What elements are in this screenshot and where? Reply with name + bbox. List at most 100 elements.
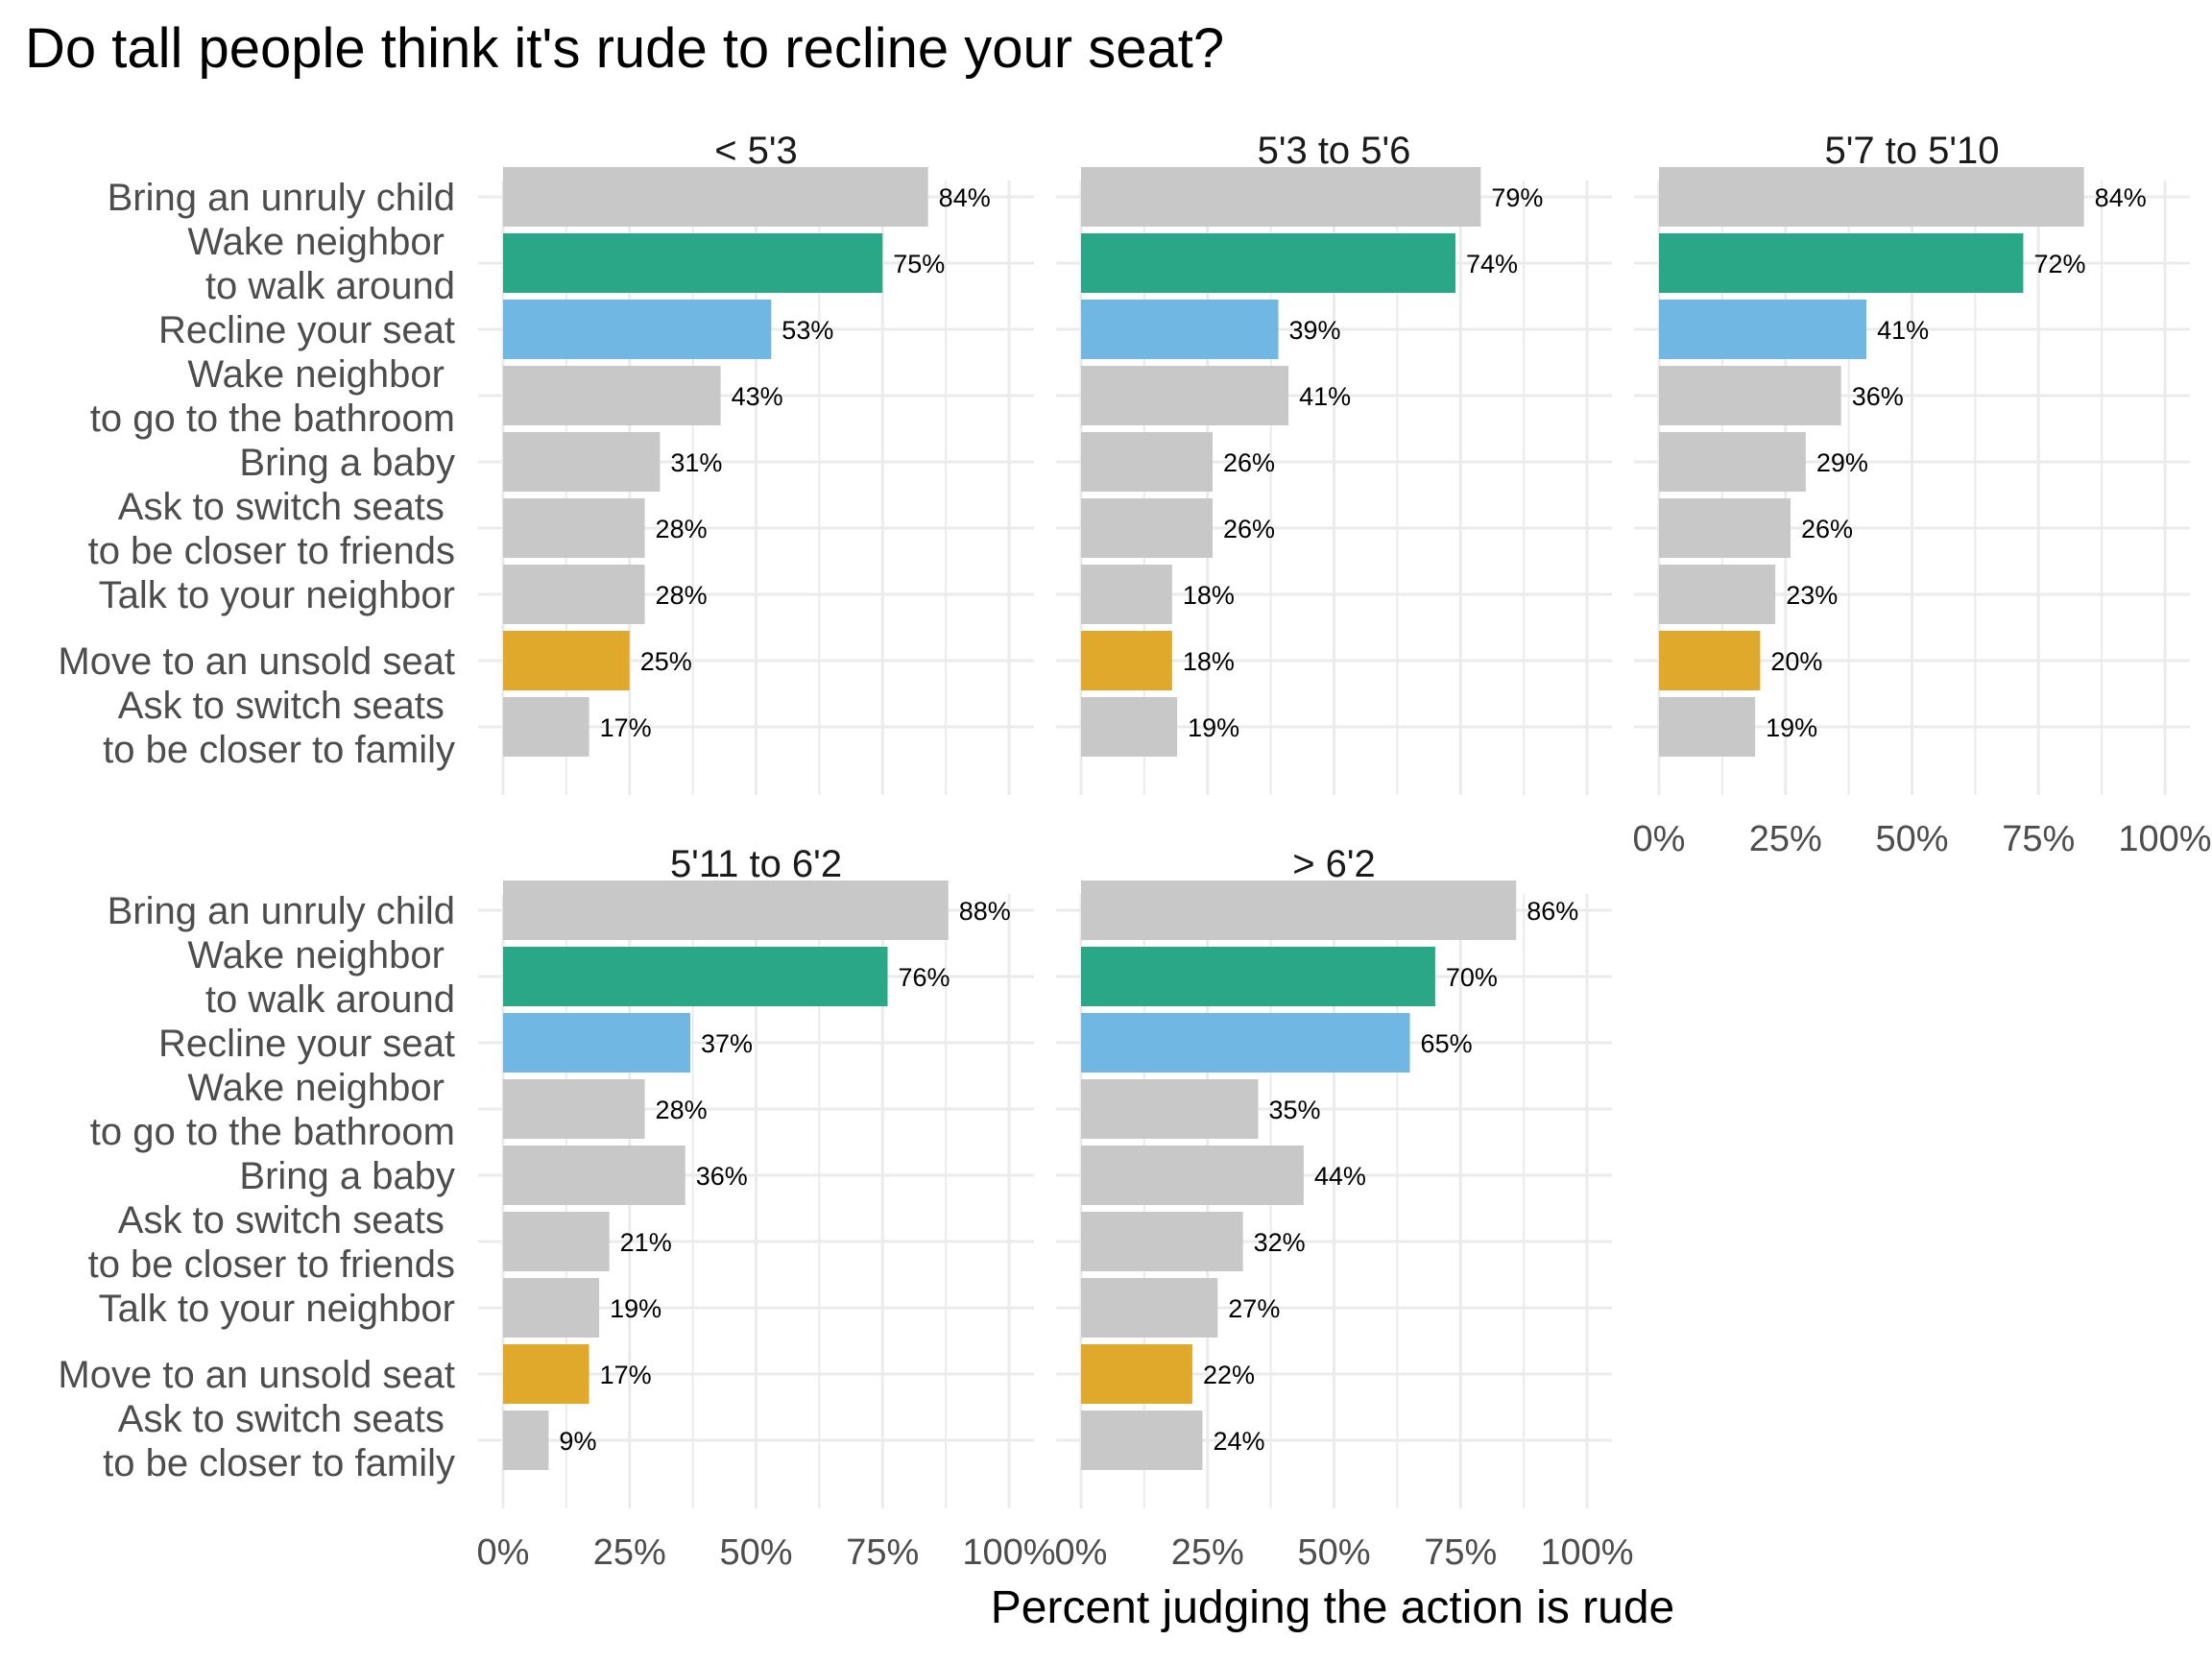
category-label: Wake neighbor to walk around — [187, 934, 455, 1021]
bar — [1659, 167, 2084, 227]
data-label: 36% — [1852, 382, 1904, 411]
category-label: Recline your seat — [158, 309, 455, 351]
bar — [503, 498, 645, 558]
bar — [1081, 233, 1455, 293]
bar — [503, 300, 772, 359]
data-label: 36% — [696, 1162, 748, 1191]
bar — [1659, 300, 1867, 359]
data-label: 65% — [1421, 1029, 1473, 1058]
data-label: 20% — [1770, 647, 1822, 676]
category-label: Talk to your neighbor — [99, 1288, 455, 1330]
category-label: Talk to your neighbor — [99, 574, 455, 616]
data-label: 21% — [620, 1228, 672, 1257]
data-label: 79% — [1491, 183, 1543, 212]
bar — [503, 880, 949, 940]
category-label: Bring a baby — [239, 442, 455, 484]
bar — [1081, 1212, 1243, 1271]
bar — [1659, 498, 1791, 558]
x-tick-label: 50% — [719, 1532, 792, 1573]
bar — [1081, 498, 1214, 558]
data-label: 31% — [670, 448, 722, 477]
category-label: Ask to switch seats to be closer to frie… — [88, 486, 455, 572]
x-tick-label: 25% — [1749, 819, 1822, 859]
facet-title: > 6'2 — [1292, 843, 1376, 885]
bar — [503, 1411, 549, 1470]
facet-title: 5'11 to 6'2 — [670, 843, 842, 885]
data-label: 26% — [1223, 515, 1275, 543]
data-label: 43% — [732, 382, 783, 411]
data-label: 88% — [959, 897, 1011, 926]
data-label: 17% — [600, 713, 652, 742]
data-label: 53% — [781, 316, 833, 345]
bar — [503, 1344, 589, 1404]
data-label: 19% — [1766, 713, 1817, 742]
category-label: Wake neighbor to walk around — [187, 221, 455, 307]
category-label: Bring a baby — [239, 1155, 455, 1197]
bar — [503, 697, 589, 757]
data-label: 84% — [2095, 183, 2147, 212]
bar — [1081, 1079, 1259, 1139]
bar — [1081, 300, 1279, 359]
data-label: 28% — [656, 515, 708, 543]
bar — [1659, 366, 1841, 425]
category-label: Bring an unruly child — [108, 177, 455, 219]
category-label: Move to an unsold seat — [58, 1354, 455, 1396]
bar — [503, 631, 630, 690]
bar — [503, 1079, 645, 1139]
x-tick-label: 25% — [593, 1532, 666, 1573]
bar — [1659, 631, 1761, 690]
bar — [1081, 1013, 1410, 1073]
bar — [1081, 565, 1172, 624]
bar — [1081, 432, 1214, 492]
bar — [1081, 1146, 1304, 1205]
data-label: 76% — [899, 963, 950, 992]
data-label: 27% — [1228, 1294, 1280, 1323]
data-label: 28% — [656, 581, 708, 610]
data-label: 41% — [1877, 316, 1929, 345]
bar — [1081, 697, 1178, 757]
data-label: 37% — [701, 1029, 753, 1058]
bar — [1081, 1411, 1203, 1470]
data-label: 18% — [1183, 647, 1235, 676]
data-label: 26% — [1223, 448, 1275, 477]
x-tick-label: 50% — [1875, 819, 1948, 859]
category-label: Ask to switch seats to be closer to fami… — [103, 685, 455, 771]
data-label: 19% — [1188, 713, 1239, 742]
data-label: 74% — [1466, 250, 1518, 278]
data-label: 75% — [893, 250, 945, 278]
category-label: Ask to switch seats to be closer to frie… — [88, 1199, 455, 1286]
data-label: 26% — [1801, 515, 1853, 543]
x-tick-label: 100% — [2118, 819, 2211, 859]
bar — [503, 947, 888, 1006]
x-tick-label: 0% — [477, 1532, 530, 1573]
data-label: 24% — [1213, 1427, 1264, 1456]
bar — [503, 1013, 690, 1073]
x-tick-label: 0% — [1055, 1532, 1108, 1573]
bar — [503, 1146, 685, 1205]
bar — [1081, 366, 1289, 425]
bar — [1659, 697, 1756, 757]
bar — [503, 565, 645, 624]
category-label: Move to an unsold seat — [58, 640, 455, 683]
bar — [1659, 233, 2024, 293]
bar — [1081, 1344, 1192, 1404]
data-label: 29% — [1816, 448, 1868, 477]
x-tick-label: 75% — [846, 1532, 919, 1573]
data-label: 70% — [1446, 963, 1498, 992]
x-tick-label: 50% — [1297, 1532, 1370, 1573]
data-label: 39% — [1289, 316, 1341, 345]
data-label: 22% — [1203, 1361, 1255, 1389]
category-label: Wake neighbor to go to the bathroom — [90, 353, 455, 440]
category-label: Recline your seat — [158, 1023, 455, 1065]
x-tick-label: 25% — [1171, 1532, 1244, 1573]
data-label: 17% — [600, 1361, 652, 1389]
data-label: 72% — [2033, 250, 2085, 278]
data-label: 23% — [1786, 581, 1838, 610]
data-label: 19% — [610, 1294, 661, 1323]
facet-title: < 5'3 — [714, 130, 798, 172]
data-label: 35% — [1268, 1096, 1320, 1124]
bar — [503, 1278, 600, 1338]
bar — [1659, 432, 1806, 492]
